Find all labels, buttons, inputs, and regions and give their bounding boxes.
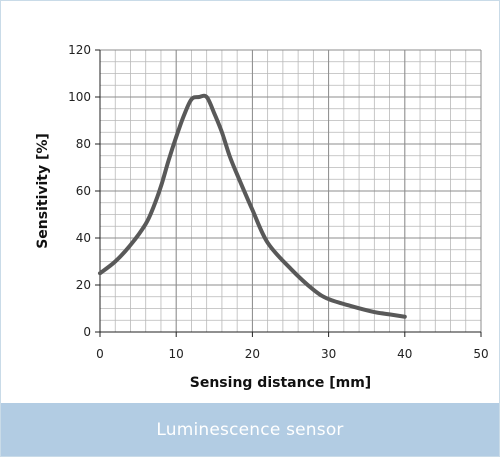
major-grid xyxy=(99,49,482,333)
x-tick-label: 50 xyxy=(473,347,488,361)
y-tick-label: 60 xyxy=(76,184,91,198)
y-tick-label: 20 xyxy=(76,278,91,292)
series-group xyxy=(98,93,407,319)
y-tick-label: 0 xyxy=(83,325,91,339)
x-tick-label: 0 xyxy=(96,347,104,361)
tick-labels: 0 20 40 60 80 100 120 0 10 20 30 40 50 xyxy=(68,43,489,361)
x-tick-label: 40 xyxy=(397,347,412,361)
x-axis-title: Sensing distance [mm] xyxy=(190,375,371,391)
y-tick-label: 80 xyxy=(76,137,91,151)
y-tick-label: 40 xyxy=(76,231,91,245)
y-tick-label: 100 xyxy=(68,90,91,104)
sensitivity-curve-line xyxy=(98,93,407,319)
sensitivity-chart: 0 20 40 60 80 100 120 0 10 20 30 40 50 Sensing dista… xyxy=(35,43,489,391)
chart-caption: Luminescence sensor xyxy=(1,403,499,456)
x-tick-label: 30 xyxy=(321,347,336,361)
y-axis-title: Sensitivity [%] xyxy=(35,133,51,249)
y-tick-label: 120 xyxy=(68,43,91,57)
x-tick-label: 20 xyxy=(245,347,260,361)
x-tick-label: 10 xyxy=(169,347,184,361)
